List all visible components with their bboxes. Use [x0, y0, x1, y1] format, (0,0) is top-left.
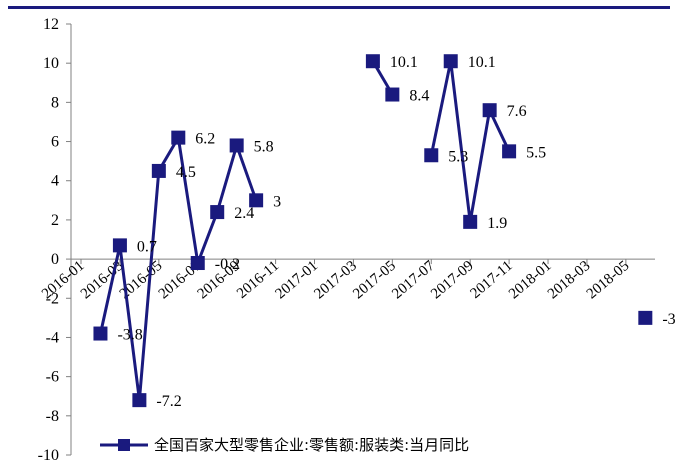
data-point-marker: [365, 54, 380, 69]
x-tick-label: 2016-01: [39, 258, 88, 302]
x-tick-label: 2017-09: [428, 258, 477, 302]
legend-label: 全国百家大型零售企业:零售额:服装类:当月同比: [154, 436, 469, 454]
data-point-marker: [385, 87, 400, 102]
x-tick-label: 2017-11: [468, 258, 516, 302]
data-point-marker: [229, 138, 244, 153]
data-point-marker: [112, 238, 127, 253]
y-tick-label: 10: [43, 55, 59, 72]
data-point-marker: [190, 256, 205, 271]
data-label: 7.6: [507, 103, 527, 120]
data-label: 10.1: [468, 54, 496, 71]
x-tick-labels: 2016-012016-032016-052016-072016-092016-…: [39, 258, 632, 303]
data-point-marker: [132, 393, 147, 408]
data-point-marker: [638, 310, 653, 325]
data-label: 0.7: [137, 238, 157, 255]
x-tick-label: 2018-01: [506, 258, 555, 302]
data-label: -7.2: [156, 393, 181, 410]
x-tick-label: 2016-03: [78, 258, 127, 302]
x-tick-label: 2017-03: [311, 258, 360, 302]
data-point-marker: [171, 130, 186, 145]
x-tick-label: 2017-07: [389, 258, 438, 303]
data-labels: -3.8 0.7 -7.2 4.5 6.2 -0.2 2.4 5.8 3 10.1 8.4 5.3 10…: [117, 54, 675, 410]
y-tick-label: -6: [46, 369, 59, 386]
legend: 全国百家大型零售企业:零售额:服装类:当月同比: [100, 436, 469, 454]
data-point-marker: [249, 193, 264, 208]
axes: -10 -8 -6 -4 -2 0 2 4 6 8 10 12: [38, 16, 655, 464]
data-label: -3: [662, 311, 675, 328]
y-tick-label: -4: [46, 329, 59, 346]
data-point-marker: [502, 144, 517, 159]
x-tick-label: 2018-03: [545, 258, 594, 302]
y-tick-label: -8: [46, 408, 59, 425]
y-tick-label: 8: [51, 94, 59, 111]
data-label: 8.4: [409, 88, 429, 105]
data-label: 3: [273, 193, 281, 210]
y-tick-label: 2: [51, 212, 59, 229]
data-label: 5.5: [526, 144, 546, 161]
data-label: 6.2: [195, 131, 215, 148]
y-tick-label: 12: [43, 16, 59, 33]
y-tick-label: 4: [51, 173, 59, 190]
x-tick-label: 2017-05: [350, 258, 399, 302]
y-tick-label: 6: [51, 134, 59, 151]
data-label: 5.8: [254, 138, 274, 155]
data-label: 4.5: [176, 164, 196, 181]
data-point-marker: [424, 148, 439, 163]
data-point-marker: [463, 214, 478, 229]
y-tick-label: 0: [51, 251, 59, 268]
data-point-marker: [482, 103, 497, 118]
data-label: 2.4: [234, 205, 254, 222]
x-tick-label: 2018-05: [584, 258, 633, 302]
data-label: 1.9: [487, 215, 507, 232]
series-line: [429, 60, 511, 223]
data-label: 10.1: [390, 54, 418, 71]
legend-marker: [118, 439, 130, 451]
data-point-marker: [443, 54, 458, 69]
top-rule: [8, 6, 670, 9]
y-tick-label: -2: [46, 290, 59, 307]
x-tick-label: 2016-11: [234, 258, 282, 302]
data-point-marker: [93, 326, 108, 341]
data-label: -3.8: [117, 327, 142, 344]
y-tick-label: -10: [38, 447, 59, 464]
data-label: -0.2: [215, 256, 240, 273]
x-tick-label: 2017-01: [272, 258, 321, 302]
data-label: 5.3: [448, 148, 468, 165]
data-point-marker: [210, 205, 225, 220]
data-point-marker: [151, 163, 166, 178]
series-layer: [93, 54, 653, 408]
